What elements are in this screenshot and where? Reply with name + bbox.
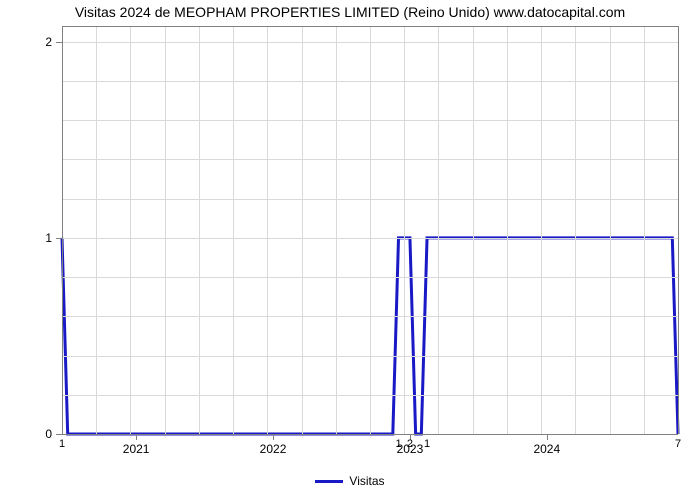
- data-point-label: 1: [59, 438, 65, 450]
- x-tick: [273, 434, 274, 440]
- gridline-vertical: [233, 26, 234, 434]
- data-point-label: 1: [395, 438, 401, 450]
- line-series-svg: [0, 0, 700, 500]
- x-tick-label: 2022: [260, 442, 287, 456]
- axis-frame: [62, 434, 678, 435]
- x-tick: [136, 434, 137, 440]
- gridline-vertical: [199, 26, 200, 434]
- gridline-vertical: [302, 26, 303, 434]
- gridline-vertical: [336, 26, 337, 434]
- y-tick-label: 1: [0, 231, 52, 245]
- gridline-vertical: [370, 26, 371, 434]
- gridline-vertical: [575, 26, 576, 434]
- data-point-label: 2: [407, 438, 413, 450]
- x-tick: [547, 434, 548, 440]
- gridline-vertical: [644, 26, 645, 434]
- gridline-vertical: [610, 26, 611, 434]
- legend: Visitas: [0, 474, 700, 488]
- y-tick: [56, 434, 62, 435]
- y-tick-label: 0: [0, 427, 52, 441]
- y-tick: [56, 42, 62, 43]
- gridline-vertical: [165, 26, 166, 434]
- gridline-vertical: [96, 26, 97, 434]
- gridline-vertical: [438, 26, 439, 434]
- gridline-vertical: [541, 26, 542, 434]
- chart-container: Visitas 2024 de MEOPHAM PROPERTIES LIMIT…: [0, 0, 700, 500]
- legend-label: Visitas: [349, 474, 384, 488]
- legend-swatch: [315, 480, 343, 483]
- data-point-label: 1: [424, 438, 430, 450]
- gridline-vertical: [473, 26, 474, 434]
- gridline-vertical: [507, 26, 508, 434]
- axis-frame: [62, 26, 678, 27]
- data-point-label: 7: [675, 438, 681, 450]
- gridline-vertical: [267, 26, 268, 434]
- gridline-vertical: [130, 26, 131, 434]
- axis-frame: [62, 26, 63, 434]
- axis-frame: [678, 26, 679, 434]
- gridline-vertical: [404, 26, 405, 434]
- x-tick-label: 2021: [123, 442, 150, 456]
- y-tick-label: 2: [0, 35, 52, 49]
- y-tick: [56, 238, 62, 239]
- x-tick-label: 2024: [533, 442, 560, 456]
